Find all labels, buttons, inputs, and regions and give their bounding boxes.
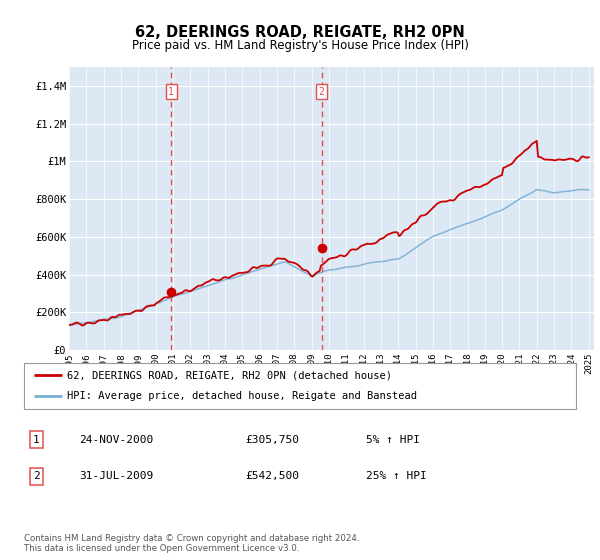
Text: 62, DEERINGS ROAD, REIGATE, RH2 0PN (detached house): 62, DEERINGS ROAD, REIGATE, RH2 0PN (det… — [67, 370, 392, 380]
Text: 5% ↑ HPI: 5% ↑ HPI — [366, 435, 420, 445]
Text: £305,750: £305,750 — [245, 435, 299, 445]
FancyBboxPatch shape — [24, 363, 576, 409]
Text: 2: 2 — [319, 87, 325, 97]
Text: HPI: Average price, detached house, Reigate and Banstead: HPI: Average price, detached house, Reig… — [67, 391, 417, 402]
Text: 24-NOV-2000: 24-NOV-2000 — [79, 435, 154, 445]
Text: 2: 2 — [33, 472, 40, 482]
Text: 1: 1 — [168, 87, 174, 97]
Text: 62, DEERINGS ROAD, REIGATE, RH2 0PN: 62, DEERINGS ROAD, REIGATE, RH2 0PN — [135, 25, 465, 40]
Text: 25% ↑ HPI: 25% ↑ HPI — [366, 472, 427, 482]
Text: Price paid vs. HM Land Registry's House Price Index (HPI): Price paid vs. HM Land Registry's House … — [131, 39, 469, 53]
Text: £542,500: £542,500 — [245, 472, 299, 482]
Text: 1: 1 — [33, 435, 40, 445]
Text: Contains HM Land Registry data © Crown copyright and database right 2024.
This d: Contains HM Land Registry data © Crown c… — [24, 534, 359, 553]
Bar — [171, 67, 322, 350]
Text: 31-JUL-2009: 31-JUL-2009 — [79, 472, 154, 482]
